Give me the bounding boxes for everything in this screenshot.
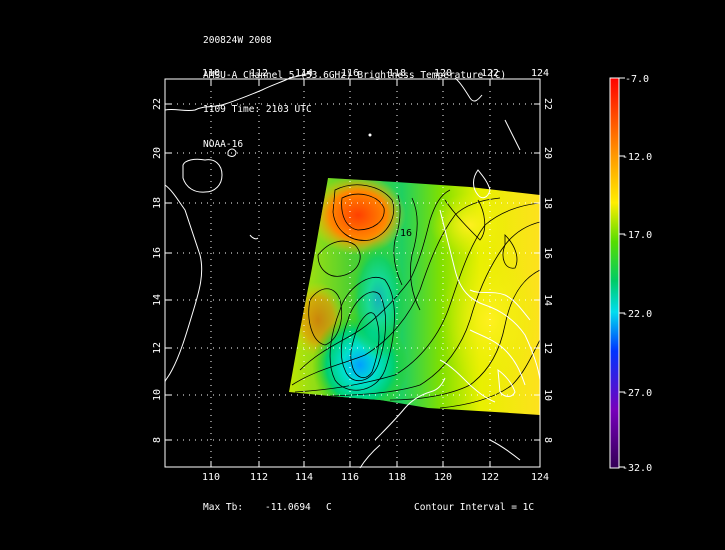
header-line-2: AMSU-A Channel 5 (53.6GHz) Brightness Te… — [203, 69, 507, 81]
lat-label: 14 — [152, 294, 163, 306]
colorbar-label: -7.0 — [625, 74, 649, 85]
lat-label: 8 — [152, 437, 163, 443]
lat-label: 8 — [542, 437, 553, 443]
lat-label: 22 — [152, 98, 163, 110]
lat-labels-right: 22 20 18 16 14 12 10 8 — [542, 98, 553, 443]
lat-label: 10 — [542, 389, 553, 401]
graticule — [165, 79, 540, 467]
lat-labels-left: 22 20 18 16 14 12 10 8 — [152, 98, 163, 443]
lon-label: 114 — [295, 68, 313, 79]
map-header: 200824W 2008 AMSU-A Channel 5 (53.6GHz) … — [203, 12, 506, 162]
lon-label: 114 — [295, 472, 313, 483]
lat-label: 18 — [152, 197, 163, 209]
colorbar-label: -22.0 — [622, 309, 652, 320]
max-tb-unit: C — [326, 502, 332, 513]
colorbar-label: -17.0 — [622, 230, 652, 241]
tick-marks — [165, 79, 540, 467]
lat-label: 16 — [152, 247, 163, 259]
colorbar — [609, 77, 620, 469]
lon-label: 118 — [388, 68, 406, 79]
header-line-3: 1109 Time: 2103 UTC — [203, 104, 312, 115]
colorbar-label: -12.0 — [622, 152, 652, 163]
header-line-1: 200824W 2008 — [203, 35, 272, 46]
coastlines — [164, 71, 541, 469]
max-tb-value: -11.0694 — [265, 502, 311, 513]
lon-label: 110 — [202, 472, 220, 483]
lon-label: 110 — [202, 68, 220, 79]
lon-label: 112 — [250, 68, 268, 79]
lat-label: 22 — [542, 98, 553, 110]
colorbar-label: -27.0 — [622, 388, 652, 399]
lon-label: 124 — [531, 68, 549, 79]
lon-label: 124 — [531, 472, 549, 483]
island-dot — [368, 133, 372, 137]
lat-label: 14 — [542, 294, 553, 306]
map-frame — [164, 78, 541, 468]
lon-labels-bottom: 110 112 114 116 118 120 122 124 — [202, 472, 549, 483]
contour-label: 16 — [400, 228, 412, 239]
colorbar-label: -32.0 — [622, 463, 652, 474]
lat-label: 18 — [542, 197, 553, 209]
colorbar-ticks — [619, 77, 625, 468]
colorbar-labels: -7.0 -12.0 -17.0 -22.0 -27.0 -32.0 — [622, 74, 652, 474]
lat-label: 12 — [152, 342, 163, 354]
lon-label: 116 — [341, 472, 359, 483]
lon-label: 120 — [434, 472, 452, 483]
lon-label: 120 — [434, 68, 452, 79]
lon-label: 116 — [341, 68, 359, 79]
lat-label: 20 — [542, 147, 553, 159]
contour-interval: Contour Interval = 1C — [414, 502, 535, 513]
lon-label: 112 — [250, 472, 268, 483]
header-line-4: NOAA-16 — [203, 138, 244, 150]
lon-label: 122 — [481, 472, 499, 483]
lat-label: 12 — [542, 342, 553, 354]
lon-labels-top: 110 112 114 116 118 120 122 124 — [202, 68, 549, 79]
max-tb-label: Max Tb: — [203, 502, 244, 513]
lon-label: 118 — [388, 472, 406, 483]
lat-label: 16 — [542, 247, 553, 259]
lat-label: 10 — [152, 389, 163, 401]
lon-label: 122 — [481, 68, 499, 79]
lat-label: 20 — [152, 147, 163, 159]
